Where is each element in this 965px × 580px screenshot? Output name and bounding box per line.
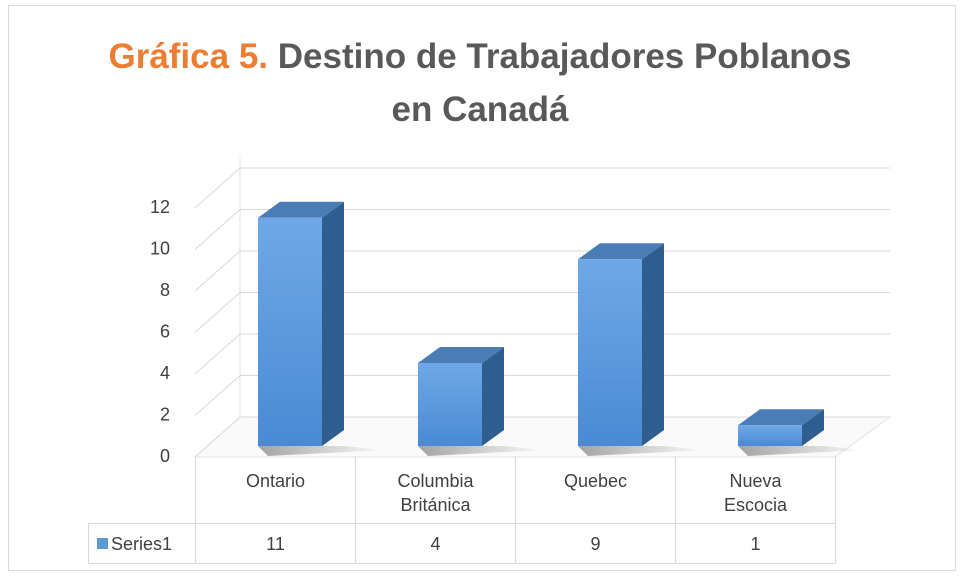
bar: [578, 243, 664, 446]
bar-front: [418, 363, 482, 446]
bar-top: [738, 409, 824, 426]
bar: [418, 347, 504, 446]
bar-front: [738, 425, 802, 446]
x-tick-label: Nueva Escocia: [675, 457, 836, 524]
bar-top: [258, 201, 344, 218]
bar-front: [578, 259, 642, 446]
bar-front: [258, 217, 322, 446]
bar: [738, 409, 824, 446]
bar-side: [642, 243, 664, 446]
legend-label: Series1: [111, 533, 173, 554]
grid-line: [194, 416, 890, 458]
chart-title: Gráfica 5. Destino de Trabajadores Pobla…: [100, 30, 860, 136]
table-value: 4: [355, 523, 516, 564]
y-tick-label: 4: [160, 363, 170, 383]
bar-side: [802, 409, 824, 446]
x-tick-label: Columbia Británica: [355, 457, 516, 524]
bar-side: [322, 201, 344, 446]
bar-top: [578, 243, 664, 260]
y-tick-label: 2: [160, 404, 170, 424]
bar-top: [418, 347, 504, 363]
bar-side: [482, 347, 504, 446]
bar: [258, 201, 344, 446]
bar-shadow: [418, 446, 544, 456]
legend-cell: Series1: [88, 523, 196, 564]
y-tick-label: 6: [160, 321, 170, 341]
table-value: 9: [515, 523, 676, 564]
grid-line: [194, 167, 890, 209]
y-tick-label: 10: [150, 238, 170, 258]
grid-line: [194, 375, 890, 416]
bar-shadow: [578, 446, 704, 456]
bar-shadow: [258, 446, 384, 456]
table-value: 11: [195, 523, 356, 564]
bar-shadow: [738, 446, 864, 456]
y-tick-label: 0: [160, 446, 170, 466]
title-prefix: Gráfica 5.: [108, 37, 269, 76]
chart-frame: [8, 5, 956, 571]
grid-line: [194, 333, 890, 375]
grid-line: [194, 250, 890, 292]
y-tick-label: 12: [150, 197, 170, 217]
title-text: Destino de Trabajadores Poblanos en Cana…: [277, 37, 852, 129]
y-tick-label: 8: [160, 280, 170, 300]
legend-swatch: [97, 538, 108, 549]
grid-line: [194, 209, 890, 250]
x-tick-label: Quebec: [515, 457, 676, 524]
grid-line: [194, 292, 890, 333]
table-value: 1: [675, 523, 836, 564]
x-tick-label: Ontario: [195, 457, 356, 524]
